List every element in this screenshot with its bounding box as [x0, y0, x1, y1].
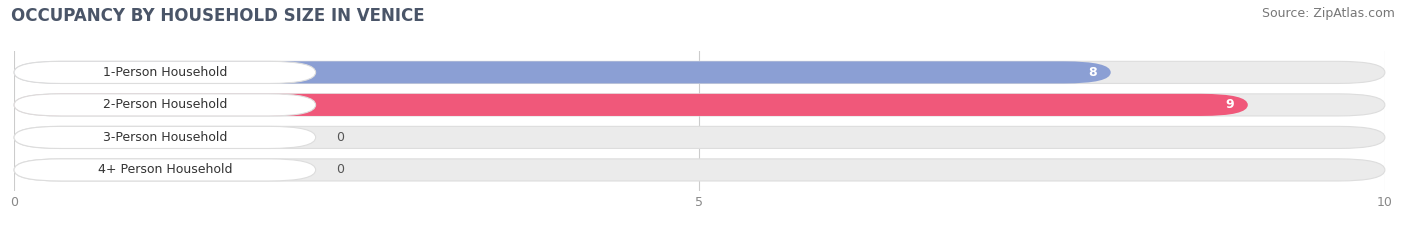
FancyBboxPatch shape [14, 94, 1385, 116]
Text: Source: ZipAtlas.com: Source: ZipAtlas.com [1261, 7, 1395, 20]
FancyBboxPatch shape [14, 126, 316, 148]
FancyBboxPatch shape [14, 61, 1111, 83]
Text: 0: 0 [336, 163, 344, 176]
Text: 4+ Person Household: 4+ Person Household [97, 163, 232, 176]
FancyBboxPatch shape [14, 61, 316, 83]
FancyBboxPatch shape [14, 94, 1249, 116]
FancyBboxPatch shape [14, 159, 1385, 181]
Text: 1-Person Household: 1-Person Household [103, 66, 226, 79]
FancyBboxPatch shape [14, 159, 316, 181]
FancyBboxPatch shape [14, 94, 316, 116]
FancyBboxPatch shape [14, 126, 1385, 148]
FancyBboxPatch shape [14, 61, 1385, 83]
Text: 8: 8 [1088, 66, 1097, 79]
Text: 2-Person Household: 2-Person Household [103, 98, 226, 111]
Text: OCCUPANCY BY HOUSEHOLD SIZE IN VENICE: OCCUPANCY BY HOUSEHOLD SIZE IN VENICE [11, 7, 425, 25]
Text: 3-Person Household: 3-Person Household [103, 131, 226, 144]
Text: 0: 0 [336, 131, 344, 144]
Text: 9: 9 [1226, 98, 1234, 111]
